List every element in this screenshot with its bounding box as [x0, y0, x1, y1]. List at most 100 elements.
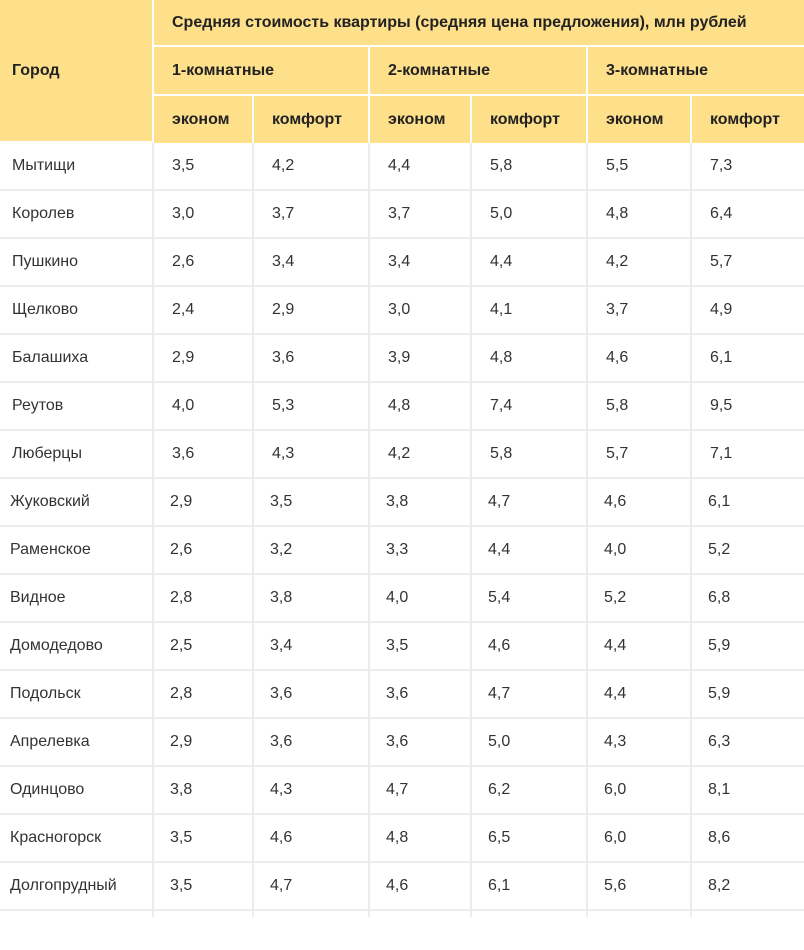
price-cell: 3,7	[588, 285, 692, 333]
room-group-header-3: 3-комнатные	[588, 47, 804, 96]
price-cell: 3,8	[154, 765, 254, 813]
table-row: Реутов 4,0 5,3 4,8 7,4 5,8 9,5	[0, 381, 804, 429]
class-header-economy: эконом	[588, 96, 692, 143]
price-cell: 4,3	[254, 429, 370, 477]
price-cell: 4,8	[472, 333, 588, 381]
price-cell: 7,3	[692, 143, 804, 189]
table-row: Балашиха 2,9 3,6 3,9 4,8 4,6 6,1	[0, 333, 804, 381]
price-cell: 6,5	[472, 813, 588, 861]
table-row: Видное 2,8 3,8 4,0 5,4 5,2 6,8	[0, 573, 804, 621]
price-cell: 5,2	[588, 573, 692, 621]
price-cell: 5,5	[588, 143, 692, 189]
empty-cell	[588, 909, 692, 917]
price-cell: 4,3	[254, 765, 370, 813]
city-cell: Долгопрудный	[0, 861, 154, 909]
price-cell: 4,7	[472, 477, 588, 525]
price-cell: 5,6	[588, 861, 692, 909]
table-header: Город Средняя стоимость квартиры (средня…	[0, 0, 804, 143]
price-cell: 3,3	[370, 525, 472, 573]
city-cell: Королев	[0, 189, 154, 237]
empty-cell	[692, 909, 804, 917]
price-cell: 4,3	[588, 717, 692, 765]
price-cell: 5,0	[472, 717, 588, 765]
price-cell: 4,6	[588, 333, 692, 381]
price-cell: 5,8	[472, 143, 588, 189]
table-row: Королев 3,0 3,7 3,7 5,0 4,8 6,4	[0, 189, 804, 237]
price-cell: 4,0	[588, 525, 692, 573]
price-cell: 3,6	[370, 717, 472, 765]
price-cell: 6,0	[588, 813, 692, 861]
price-cell: 8,6	[692, 813, 804, 861]
price-cell: 4,8	[370, 813, 472, 861]
city-column-header: Город	[0, 0, 154, 143]
table-row: Люберцы 3,6 4,3 4,2 5,8 5,7 7,1	[0, 429, 804, 477]
price-cell: 4,1	[472, 285, 588, 333]
empty-cell	[0, 909, 154, 917]
room-group-header-1: 1-комнатные	[154, 47, 370, 96]
price-cell: 5,4	[472, 573, 588, 621]
price-cell: 4,9	[692, 285, 804, 333]
class-header-comfort: комфорт	[472, 96, 588, 143]
price-cell: 5,3	[254, 381, 370, 429]
price-cell: 2,6	[154, 237, 254, 285]
price-cell: 8,2	[692, 861, 804, 909]
price-cell: 3,8	[370, 477, 472, 525]
price-cell: 4,4	[588, 621, 692, 669]
table-row: Мытищи 3,5 4,2 4,4 5,8 5,5 7,3	[0, 143, 804, 189]
price-cell: 4,8	[370, 381, 472, 429]
price-cell: 5,7	[588, 429, 692, 477]
price-cell: 2,9	[254, 285, 370, 333]
price-cell: 4,4	[588, 669, 692, 717]
price-cell: 5,7	[692, 237, 804, 285]
class-header-comfort: комфорт	[254, 96, 370, 143]
table-row: Пушкино 2,6 3,4 3,4 4,4 4,2 5,7	[0, 237, 804, 285]
table-row: Апрелевка 2,9 3,6 3,6 5,0 4,3 6,3	[0, 717, 804, 765]
price-cell: 4,6	[370, 861, 472, 909]
city-cell: Апрелевка	[0, 717, 154, 765]
price-cell: 2,9	[154, 717, 254, 765]
price-cell: 3,6	[254, 717, 370, 765]
price-group-header: Средняя стоимость квартиры (средняя цена…	[154, 0, 804, 47]
price-cell: 4,2	[588, 237, 692, 285]
price-cell: 3,0	[154, 189, 254, 237]
price-cell: 4,2	[370, 429, 472, 477]
price-cell: 4,6	[588, 477, 692, 525]
price-cell: 3,6	[254, 669, 370, 717]
table-body: Мытищи 3,5 4,2 4,4 5,8 5,5 7,3 Королев 3,0 3,7 3,7…	[0, 143, 804, 917]
price-cell: 3,4	[254, 237, 370, 285]
table-row	[0, 909, 804, 917]
price-table: Город Средняя стоимость квартиры (средня…	[0, 0, 804, 917]
price-cell: 7,1	[692, 429, 804, 477]
room-group-header-2: 2-комнатные	[370, 47, 588, 96]
price-cell: 4,4	[472, 525, 588, 573]
price-cell: 3,5	[154, 143, 254, 189]
price-cell: 4,6	[472, 621, 588, 669]
price-cell: 6,1	[472, 861, 588, 909]
price-cell: 3,6	[254, 333, 370, 381]
price-cell: 6,3	[692, 717, 804, 765]
table-row: Щелково 2,4 2,9 3,0 4,1 3,7 4,9	[0, 285, 804, 333]
price-cell: 3,7	[254, 189, 370, 237]
price-cell: 4,6	[254, 813, 370, 861]
price-cell: 4,0	[370, 573, 472, 621]
price-cell: 3,6	[154, 429, 254, 477]
price-cell: 2,5	[154, 621, 254, 669]
empty-cell	[370, 909, 472, 917]
city-cell: Жуковский	[0, 477, 154, 525]
city-cell: Реутов	[0, 381, 154, 429]
city-cell: Видное	[0, 573, 154, 621]
price-cell: 6,2	[472, 765, 588, 813]
city-cell: Домодедово	[0, 621, 154, 669]
class-header-economy: эконом	[370, 96, 472, 143]
price-cell: 4,7	[472, 669, 588, 717]
price-cell: 3,5	[154, 813, 254, 861]
empty-cell	[154, 909, 254, 917]
price-cell: 4,0	[154, 381, 254, 429]
city-cell: Пушкино	[0, 237, 154, 285]
price-cell: 3,4	[370, 237, 472, 285]
price-cell: 2,6	[154, 525, 254, 573]
city-cell: Подольск	[0, 669, 154, 717]
price-cell: 6,1	[692, 477, 804, 525]
price-cell: 5,9	[692, 669, 804, 717]
table-row: Жуковский 2,9 3,5 3,8 4,7 4,6 6,1	[0, 477, 804, 525]
